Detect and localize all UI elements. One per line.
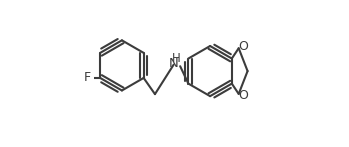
Text: N: N (169, 57, 178, 70)
Text: H: H (172, 52, 180, 65)
Text: O: O (238, 89, 248, 102)
Text: O: O (238, 40, 248, 54)
Text: F: F (84, 71, 91, 84)
